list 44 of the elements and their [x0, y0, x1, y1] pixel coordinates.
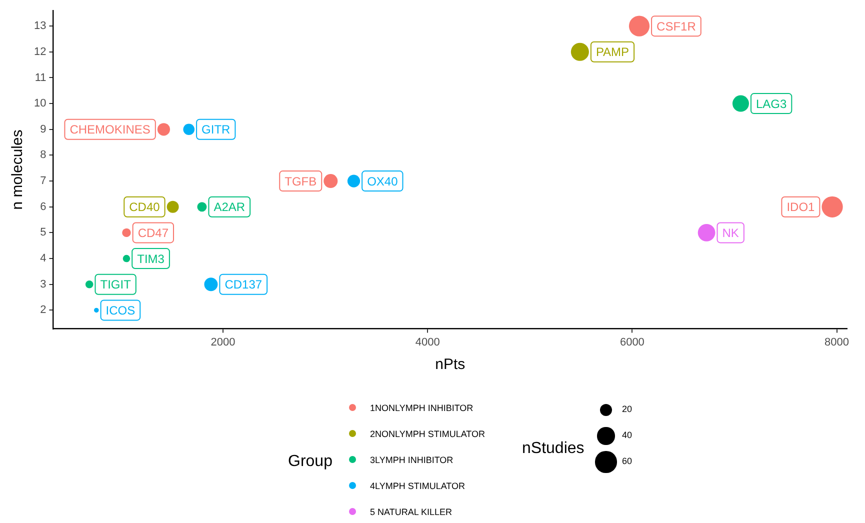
annotation: NK: [722, 226, 739, 240]
legend-title: Group: [288, 453, 332, 471]
legend-label: 20: [622, 404, 632, 414]
annotation: CD40: [129, 200, 160, 214]
annotation: CD137: [224, 278, 262, 292]
y-tick-label: 5: [40, 226, 46, 239]
annotation: IDO1: [786, 200, 816, 214]
annotation: OX40: [367, 174, 398, 188]
annotation: TIM3: [137, 252, 165, 266]
legend-label: 60: [622, 456, 632, 466]
y-axis-title: n molecules: [9, 130, 26, 210]
annotation: TGFB: [284, 174, 317, 188]
legend-label: 3LYMPH INHIBITOR: [370, 455, 454, 465]
legend-label: 2NONLYMPH STIMULATOR: [370, 429, 486, 439]
legend-label: 1NONLYMPH INHIBITOR: [370, 403, 474, 413]
annotation: CD47: [138, 226, 169, 240]
legend-label: 4LYMPH STIMULATOR: [370, 481, 466, 491]
x-tick-label: 6000: [620, 336, 644, 348]
annotation: ICOS: [106, 304, 136, 318]
y-tick-label: 6: [40, 200, 46, 213]
annotation: TIGIT: [100, 278, 132, 292]
y-tick-label: 7: [40, 175, 46, 188]
legend-label: 40: [622, 430, 632, 440]
y-tick-label: 12: [34, 46, 46, 58]
y-tick-label: 9: [40, 123, 46, 136]
y-tick-label: 11: [34, 72, 46, 84]
legend-label: 5 NATURAL KILLER: [370, 507, 452, 517]
y-tick-label: 3: [40, 278, 46, 290]
text: nStudies: [522, 440, 584, 458]
annotation: GITR: [202, 122, 231, 137]
y-tick-label: 8: [40, 149, 46, 162]
y-tick-label: 4: [40, 252, 46, 265]
y-tick-label: 13: [34, 20, 46, 32]
x-tick-label: 2000: [210, 336, 236, 348]
x-tick-label: 8000: [824, 336, 850, 348]
annotation: LAG3: [756, 96, 787, 111]
x-tick-label: 4000: [415, 336, 440, 348]
y-tick-label: 2: [40, 304, 46, 316]
annotation: CHEMOKINES: [70, 122, 150, 137]
annotation: A2AR: [214, 200, 246, 214]
x-axis-title: nPts: [435, 356, 466, 374]
y-tick-label: 10: [34, 98, 46, 110]
annotation: PAMP: [596, 45, 630, 60]
annotation: CSF1R: [656, 19, 696, 34]
